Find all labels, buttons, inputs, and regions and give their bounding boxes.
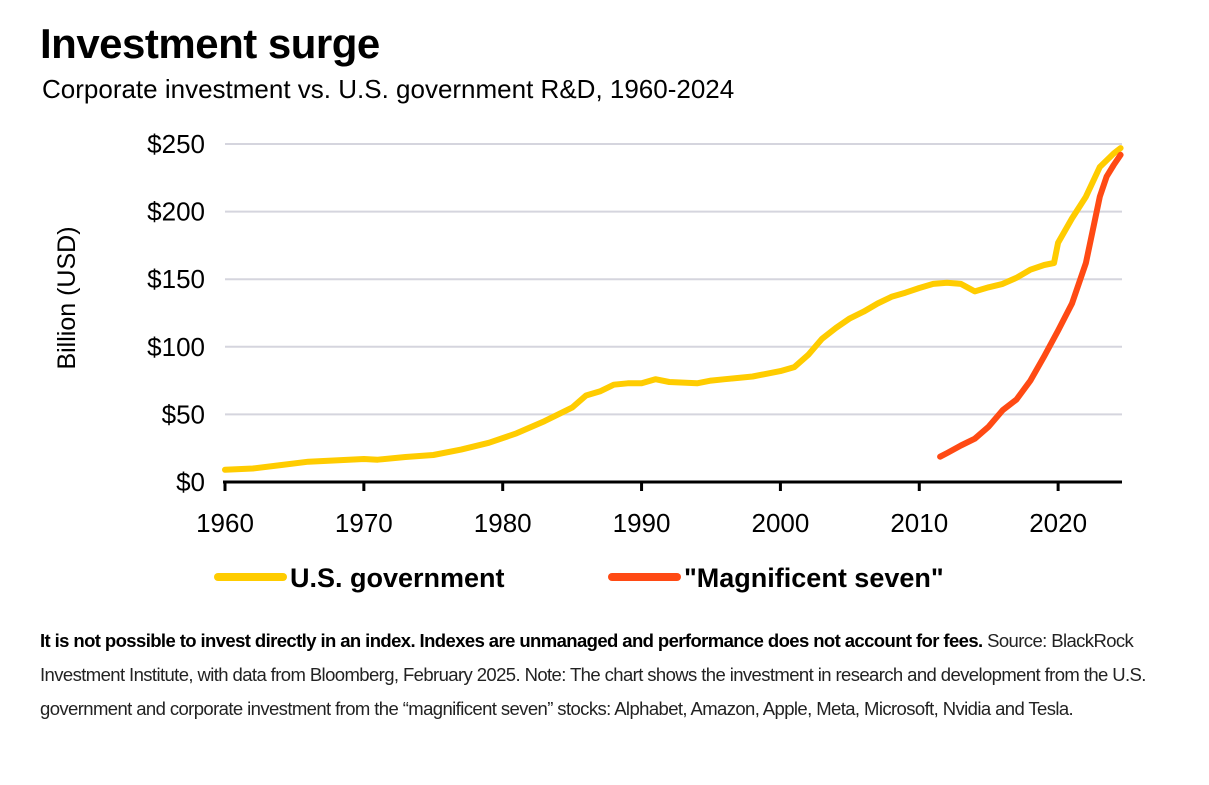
legend-label: U.S. government bbox=[290, 563, 505, 593]
legend-label: "Magnificent seven" bbox=[684, 563, 944, 593]
line-chart: $0 $50 $100 $150 $200 $250 1960 1970 1980 1990 20… bbox=[53, 129, 1124, 593]
y-tick-label: $50 bbox=[162, 399, 205, 429]
y-tick-label: $0 bbox=[176, 467, 205, 497]
x-tick-label: 2010 bbox=[890, 508, 948, 538]
y-tick-label: $150 bbox=[147, 264, 205, 294]
x-tick-label: 2000 bbox=[751, 508, 809, 538]
x-tick-label: 1980 bbox=[474, 508, 532, 538]
y-tick-label: $250 bbox=[147, 129, 205, 159]
chart-subtitle: Corporate investment vs. U.S. government… bbox=[42, 74, 735, 104]
series-line-1 bbox=[937, 151, 1124, 460]
disclaimer: It is not possible to invest directly in… bbox=[40, 630, 983, 651]
y-tick-label: $100 bbox=[147, 332, 205, 362]
x-tick-label: 1960 bbox=[196, 508, 254, 538]
x-tick-label: 1970 bbox=[335, 508, 393, 538]
x-tick-label: 1990 bbox=[613, 508, 671, 538]
source-note: Source: BlackRock Investment Institute, … bbox=[40, 630, 1146, 719]
series-line-0 bbox=[222, 145, 1124, 473]
footnote: It is not possible to invest directly in… bbox=[40, 624, 1190, 726]
x-tick-label: 2020 bbox=[1029, 508, 1087, 538]
y-tick-label: $200 bbox=[147, 197, 205, 227]
y-axis-label: Billion (USD) bbox=[53, 226, 81, 369]
chart-title: Investment surge bbox=[40, 20, 380, 67]
